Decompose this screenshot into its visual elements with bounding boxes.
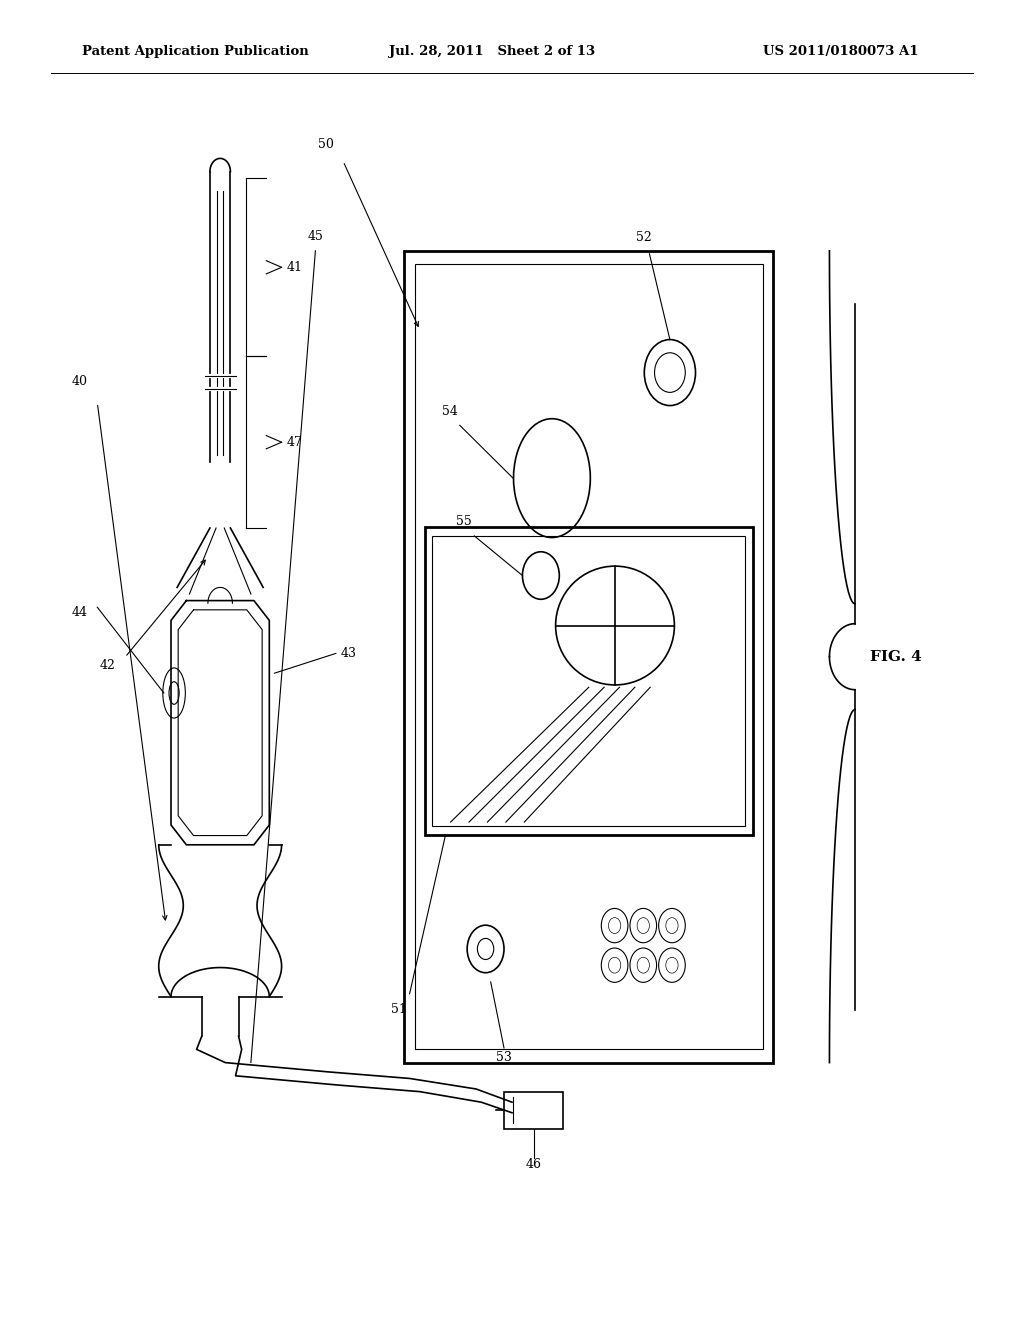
Text: 43: 43 (341, 647, 357, 660)
Text: 42: 42 (99, 659, 116, 672)
Bar (432, 536, 745, 826)
Bar (415, 264, 763, 1049)
Text: 41: 41 (287, 261, 303, 273)
Text: 54: 54 (441, 405, 458, 417)
Bar (425, 527, 753, 836)
Text: FIG. 4: FIG. 4 (870, 649, 923, 664)
Bar (404, 251, 773, 1063)
Text: 51: 51 (391, 1003, 408, 1016)
Text: 55: 55 (457, 515, 472, 528)
Bar (425, 527, 753, 836)
Text: Patent Application Publication: Patent Application Publication (82, 45, 308, 58)
Text: 53: 53 (496, 1051, 512, 1064)
Text: 50: 50 (317, 137, 334, 150)
Text: 45: 45 (307, 230, 324, 243)
Text: 46: 46 (525, 1158, 542, 1171)
Text: 44: 44 (72, 606, 88, 619)
Bar (504, 1092, 563, 1129)
Text: 47: 47 (287, 436, 303, 449)
Text: 40: 40 (72, 375, 88, 388)
Text: 52: 52 (637, 231, 652, 244)
Text: Jul. 28, 2011   Sheet 2 of 13: Jul. 28, 2011 Sheet 2 of 13 (389, 45, 595, 58)
Text: US 2011/0180073 A1: US 2011/0180073 A1 (763, 45, 919, 58)
